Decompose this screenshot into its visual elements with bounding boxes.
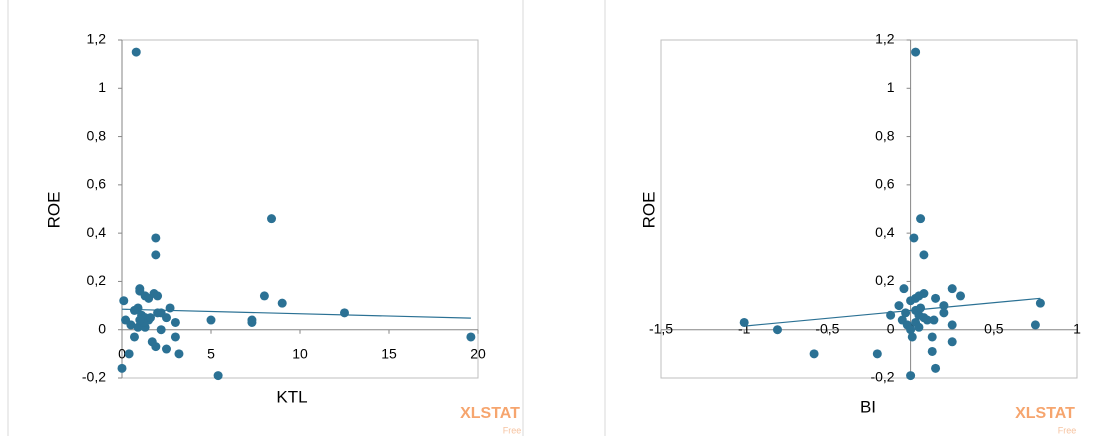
point — [131, 47, 141, 57]
point — [162, 344, 171, 354]
plot-area — [660, 39, 1078, 379]
point — [907, 332, 917, 342]
x-tick-label: 15 — [381, 345, 397, 361]
point — [129, 332, 139, 342]
point — [165, 303, 175, 313]
point — [901, 308, 911, 318]
point — [151, 233, 161, 243]
point — [916, 214, 926, 224]
point — [739, 317, 749, 327]
point — [162, 313, 171, 323]
point — [213, 371, 223, 381]
point — [947, 284, 957, 294]
plot-area — [121, 39, 479, 379]
point — [156, 325, 166, 335]
watermark-sub: Free — [503, 425, 522, 435]
point — [931, 363, 941, 373]
point — [153, 308, 163, 318]
y-tick-label: 1 — [887, 79, 895, 95]
point — [259, 291, 269, 301]
point — [939, 301, 949, 311]
point — [151, 342, 161, 352]
y-axis-label: ROE — [639, 192, 658, 229]
point — [277, 298, 287, 308]
x-tick-label: 10 — [292, 345, 308, 361]
point — [947, 320, 957, 330]
point — [151, 250, 161, 260]
watermark-sub: Free — [1058, 425, 1077, 435]
y-tick-label: -0,2 — [82, 369, 106, 385]
y-tick-label: 1 — [98, 79, 106, 95]
x-tick-label: 0,5 — [984, 320, 1004, 336]
point — [466, 332, 476, 342]
point — [1030, 320, 1040, 330]
point — [129, 305, 139, 315]
point — [126, 320, 136, 330]
y-tick-label: 0 — [887, 320, 895, 336]
point — [947, 337, 957, 347]
y-tick-label: 1,2 — [87, 31, 107, 47]
x-tick-label: 5 — [207, 345, 215, 361]
point — [174, 349, 184, 359]
y-tick-label: 0,4 — [87, 224, 107, 240]
y-tick-label: 0,8 — [875, 127, 895, 143]
point — [153, 291, 163, 301]
point — [1035, 298, 1045, 308]
point — [809, 349, 819, 359]
point — [929, 315, 939, 325]
point — [135, 315, 145, 325]
x-tick-label: 20 — [470, 345, 486, 361]
point — [340, 308, 349, 318]
y-tick-label: 0,6 — [875, 176, 895, 192]
y-tick-label: 0 — [98, 320, 106, 336]
point — [922, 315, 932, 325]
point — [145, 313, 155, 323]
point — [772, 325, 782, 335]
point — [117, 363, 127, 373]
point — [886, 310, 896, 320]
point — [939, 308, 949, 318]
point — [267, 214, 277, 224]
trend-line — [121, 308, 471, 319]
point — [914, 322, 924, 332]
y-tick-label: 1,2 — [875, 31, 895, 47]
x-axis-label: BI — [860, 397, 876, 416]
y-tick-label: 0,6 — [87, 176, 107, 192]
x-tick-label: 1 — [1073, 320, 1081, 336]
y-tick-label: 0,8 — [87, 127, 107, 143]
point — [914, 291, 924, 301]
y-tick-label: 0,4 — [875, 224, 895, 240]
x-tick-label: 0 — [118, 345, 126, 361]
point — [927, 346, 937, 356]
point — [909, 233, 919, 243]
point — [170, 317, 180, 327]
point — [119, 296, 129, 306]
point — [899, 284, 909, 294]
point — [124, 349, 134, 359]
point — [927, 332, 937, 342]
y-tick-label: -0,2 — [870, 369, 894, 385]
x-tick-label: -0,5 — [815, 320, 839, 336]
point — [919, 250, 929, 260]
point — [872, 349, 882, 359]
y-tick-label: 0,2 — [875, 272, 895, 288]
point — [906, 325, 916, 335]
point — [170, 332, 180, 342]
x-tick-label: -1,5 — [649, 320, 673, 336]
watermark: XLSTAT — [460, 405, 520, 422]
point — [956, 291, 966, 301]
point — [894, 301, 904, 311]
point — [247, 317, 257, 327]
y-axis-label: ROE — [44, 192, 63, 229]
x-axis-label: KTL — [276, 387, 307, 406]
y-tick-label: 0,2 — [87, 272, 107, 288]
point — [906, 371, 916, 381]
point — [206, 315, 216, 325]
watermark: XLSTAT — [1015, 405, 1075, 422]
point — [911, 47, 921, 57]
point — [906, 296, 916, 306]
point — [916, 303, 926, 313]
point — [931, 293, 941, 303]
